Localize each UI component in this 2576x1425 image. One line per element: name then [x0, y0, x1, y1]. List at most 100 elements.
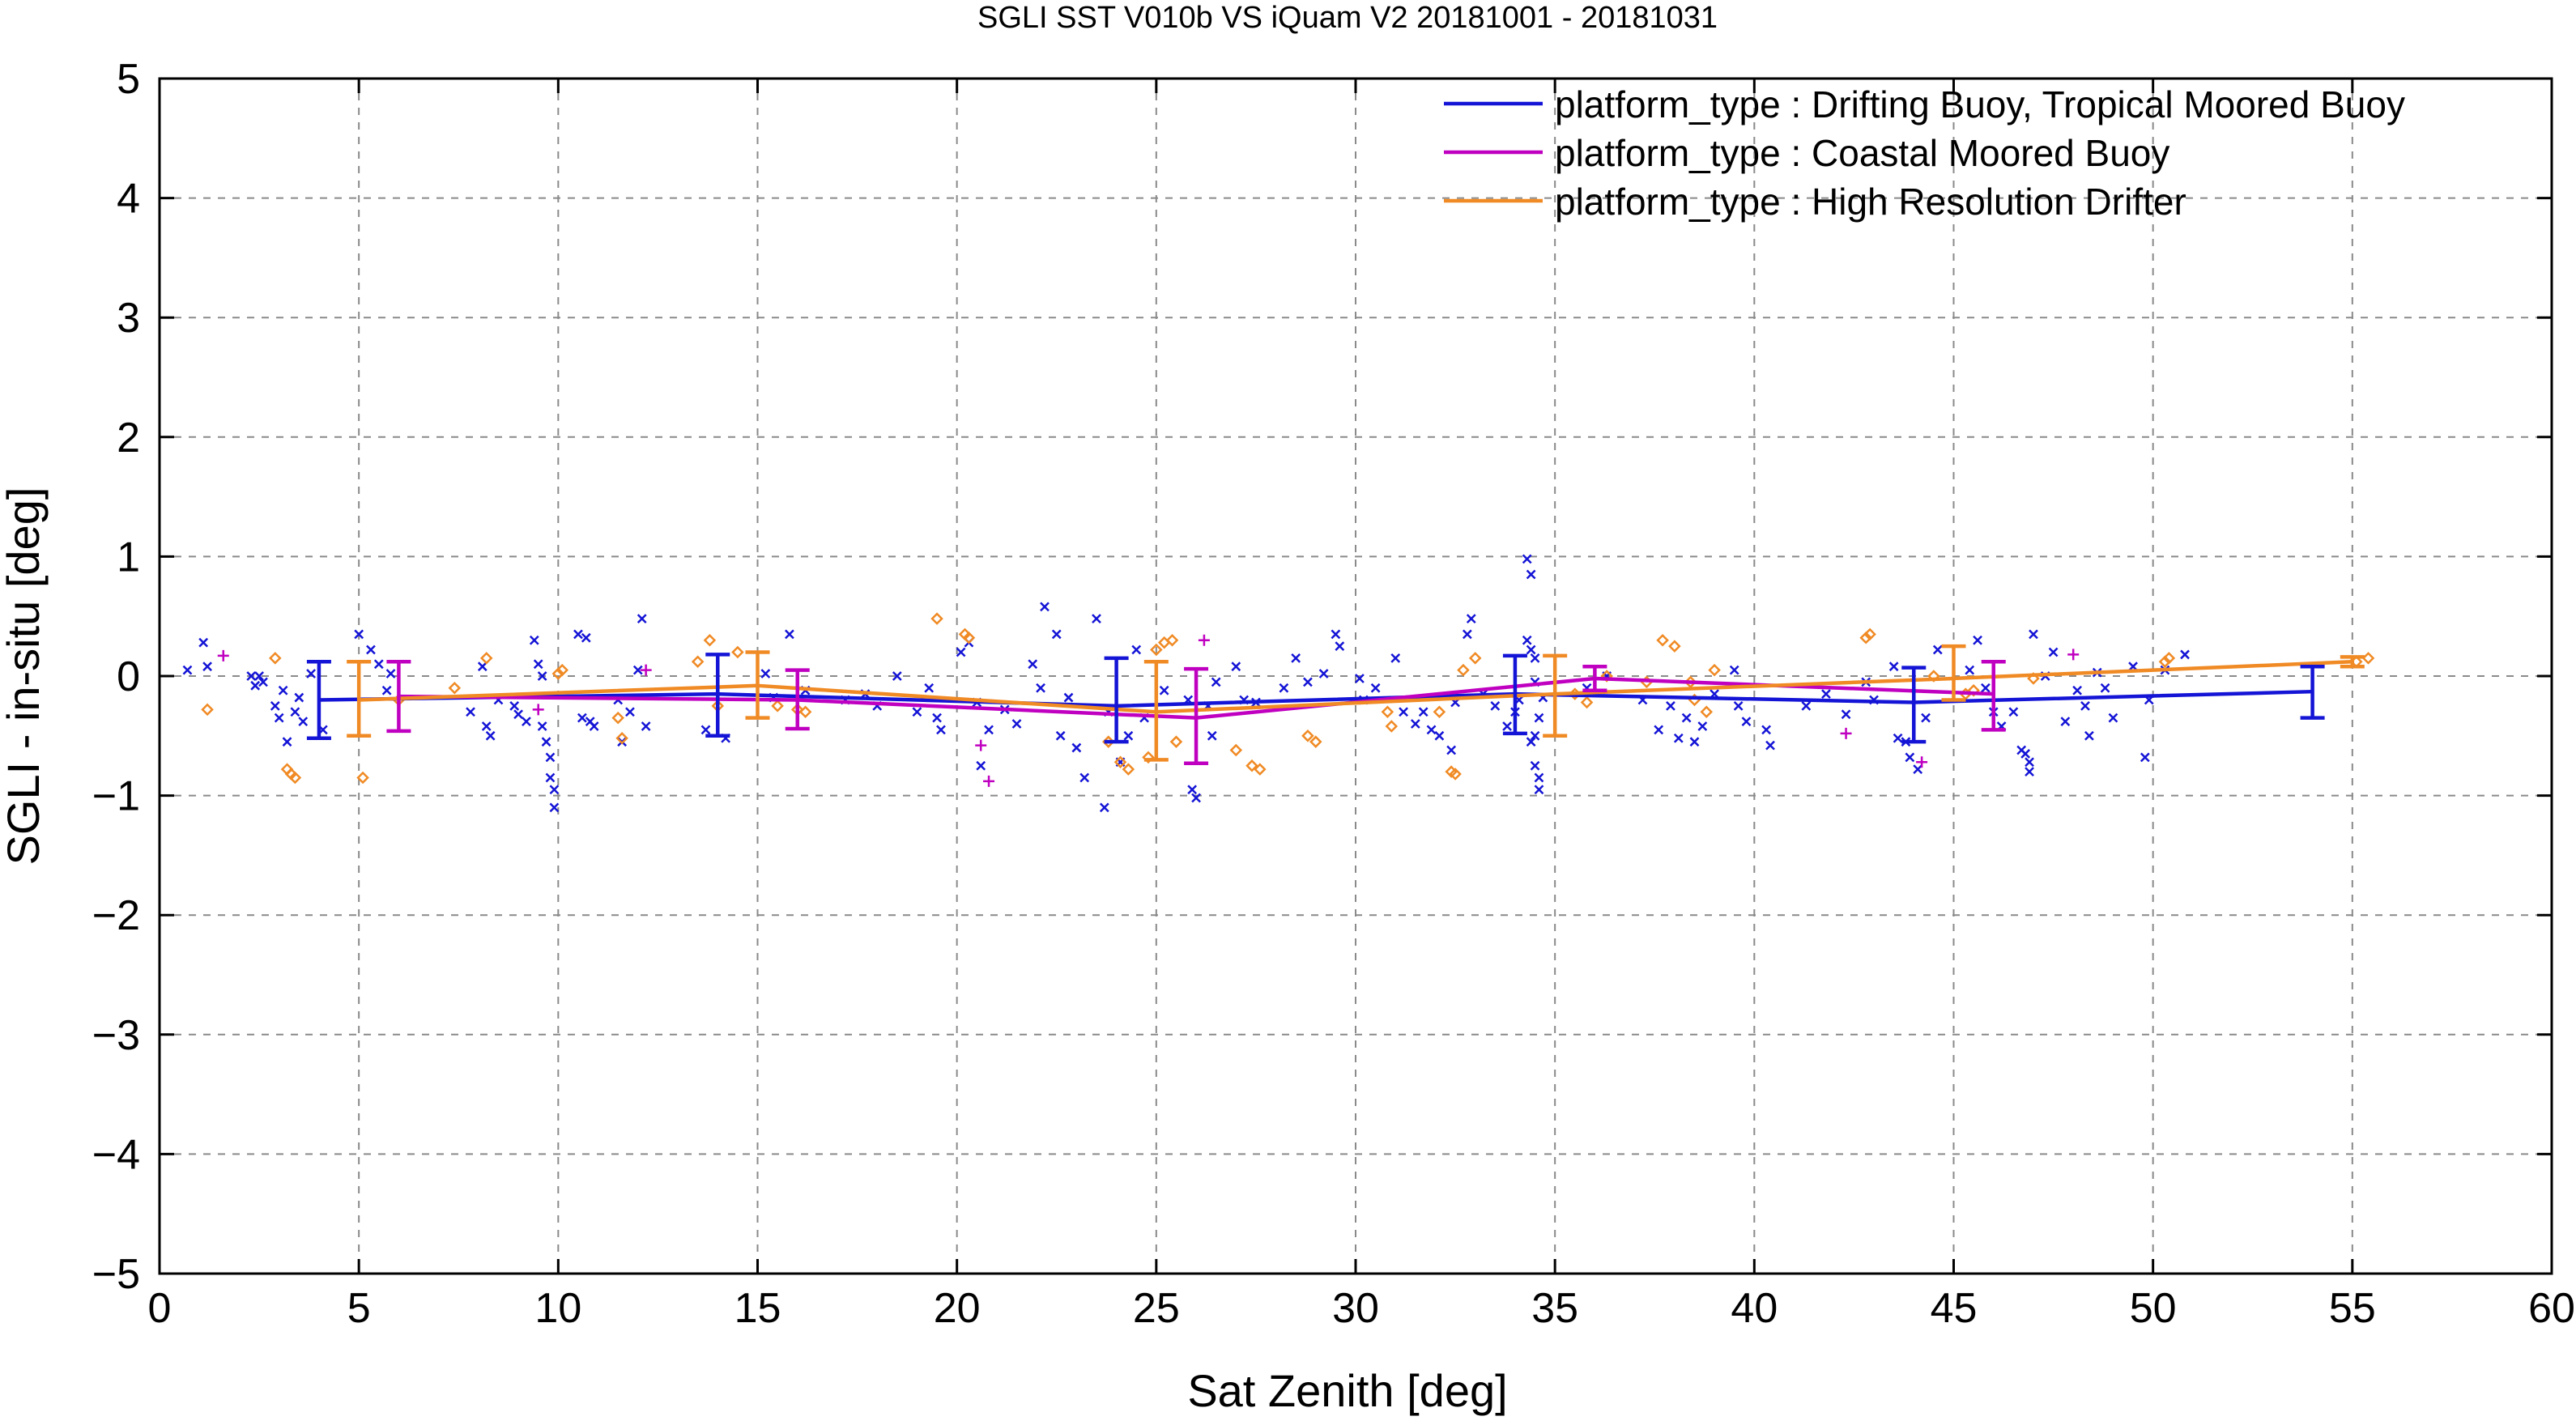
- data-point: [1502, 721, 1512, 731]
- data-point: [1207, 730, 1217, 741]
- data-point: [984, 725, 994, 735]
- data-point: [2162, 652, 2176, 665]
- data-point: [1449, 768, 1462, 781]
- data-point: [545, 772, 556, 783]
- data-point: [611, 711, 624, 725]
- error-bar: [386, 660, 411, 734]
- data-point: [278, 685, 288, 695]
- error-bar: [785, 668, 810, 731]
- data-point: [1916, 756, 1928, 768]
- data-point: [2140, 752, 2150, 763]
- data-point: [760, 669, 771, 678]
- data-point: [589, 721, 599, 731]
- data-point: [522, 717, 531, 726]
- data-point: [2025, 767, 2034, 776]
- data-point: [381, 685, 392, 695]
- data-point: [573, 629, 583, 640]
- data-point: [1673, 733, 1684, 743]
- data-point: [1580, 695, 1594, 709]
- data-point: [1355, 674, 1365, 683]
- data-point: [1530, 760, 1540, 771]
- data-point: [1229, 743, 1243, 757]
- data-point: [577, 712, 587, 723]
- data-point: [1967, 683, 1980, 697]
- data-point: [2025, 757, 2034, 768]
- data-point: [1973, 635, 1982, 645]
- data-point: [1490, 701, 1501, 711]
- data-point: [1245, 759, 1258, 772]
- legend-label: platform_type : Coastal Moored Buoy: [1555, 132, 2169, 174]
- error-bar: [2300, 664, 2325, 720]
- data-point: [1666, 701, 1675, 711]
- data-point: [1462, 629, 1472, 640]
- data-point: [356, 771, 369, 785]
- data-point: [1668, 640, 1681, 653]
- data-point: [1981, 683, 1991, 693]
- x-tick-label: 0: [148, 1285, 172, 1332]
- data-point: [269, 652, 282, 665]
- data-point: [771, 700, 784, 712]
- data-point: [366, 644, 376, 655]
- chart-title: SGLI SST V010b VS iQuam V2 20181001 - 20…: [977, 1, 1718, 35]
- y-tick-label: 1: [117, 534, 140, 581]
- data-point: [1859, 632, 1872, 644]
- data-point: [1279, 683, 1289, 693]
- data-point: [1303, 677, 1313, 687]
- data-point: [306, 669, 316, 678]
- data-point: [1187, 785, 1198, 795]
- data-point: [1733, 701, 1744, 711]
- error-bar: [1104, 656, 1129, 744]
- error-bar: [1502, 653, 1527, 736]
- legend-label: platform_type : High Resolution Drifter: [1555, 181, 2186, 223]
- data-point: [551, 667, 565, 680]
- data-point: [912, 707, 922, 717]
- data-point: [1335, 641, 1345, 651]
- x-tick-label: 5: [347, 1285, 371, 1332]
- data-point: [785, 629, 794, 640]
- data-point: [1169, 735, 1183, 748]
- data-point: [1689, 737, 1700, 747]
- data-point: [198, 637, 209, 648]
- x-tick-label: 20: [934, 1285, 981, 1332]
- data-point: [549, 785, 560, 795]
- data-point: [1131, 644, 1142, 655]
- data-point: [1079, 772, 1090, 783]
- data-point: [533, 659, 543, 670]
- data-point: [625, 707, 635, 717]
- data-point: [581, 632, 591, 643]
- data-point: [1418, 707, 1429, 717]
- data-point: [373, 659, 384, 670]
- x-tick-label: 25: [1133, 1285, 1180, 1332]
- data-point: [282, 737, 292, 747]
- data-point: [983, 775, 995, 787]
- data-point: [549, 802, 560, 813]
- y-tick-label: −5: [92, 1251, 140, 1298]
- data-point: [1863, 627, 1876, 641]
- data-point: [1381, 705, 1394, 719]
- data-point: [1534, 785, 1544, 795]
- data-point: [1965, 665, 1975, 675]
- data-point: [1905, 752, 1915, 763]
- data-point: [637, 614, 647, 624]
- data-point: [731, 645, 744, 659]
- data-point: [1071, 742, 1082, 753]
- data-point: [1055, 730, 1066, 741]
- error-bar: [306, 660, 331, 741]
- data-point: [1426, 725, 1437, 735]
- data-point: [298, 717, 309, 726]
- y-axis-label: SGLI - in-situ [deg]: [0, 487, 49, 866]
- data-point: [976, 760, 986, 771]
- data-point: [254, 671, 264, 681]
- data-point: [691, 655, 705, 669]
- data-point: [2084, 730, 2094, 741]
- data-point: [448, 681, 462, 695]
- data-point: [1932, 644, 1943, 655]
- legend-label: platform_type : Drifting Buoy, Tropical …: [1555, 83, 2405, 125]
- data-point: [1211, 677, 1221, 687]
- data-point: [1600, 670, 1613, 683]
- data-point: [1254, 763, 1267, 776]
- data-point: [1385, 720, 1399, 733]
- data-point: [924, 683, 935, 693]
- x-tick-label: 40: [1731, 1285, 1778, 1332]
